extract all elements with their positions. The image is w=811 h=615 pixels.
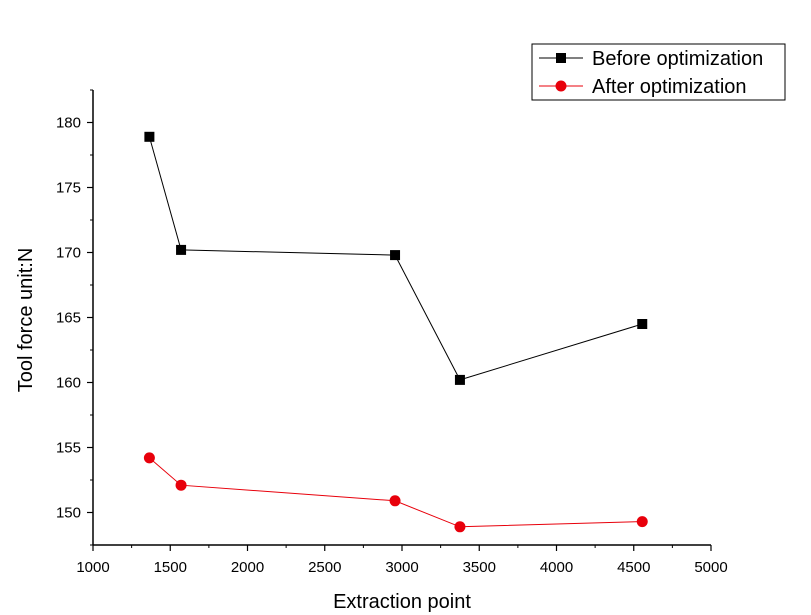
y-tick-label: 170 [56,245,81,262]
axes [92,90,711,546]
series-layer [143,131,648,533]
x-axis-title: Extraction point [333,591,471,613]
data-point [390,250,401,261]
y-tick-label: 155 [56,440,81,457]
y-tick-label: 175 [56,180,81,197]
y-tick-label: 180 [56,115,81,132]
data-point [637,319,648,329]
x-ticks: 1000 1500 2000 2500 3000 3500 4000 4500 5000 [76,545,728,576]
data-point [636,516,648,528]
legend-marker-before [556,53,566,63]
legend-label-before: Before optimization [592,48,763,70]
x-tick-label: 3500 [463,559,496,576]
legend: Before optimization After optimization [531,43,786,101]
y-axis-title: Tool force unit:N [15,248,37,393]
y-tick-label: 165 [56,310,81,327]
y-ticks: 150 155 160 165 170 175 180 [56,89,93,546]
data-point [175,479,187,491]
x-tick-label: 4000 [540,559,573,576]
x-tick-label: 4500 [617,559,650,576]
y-tick-label: 150 [56,505,81,522]
legend-box [531,43,786,101]
y-tick-label: 160 [56,375,81,392]
x-tick-label: 1500 [154,559,187,576]
series-after [143,452,648,533]
data-point [143,452,155,464]
data-point [389,495,401,507]
data-point [144,131,155,142]
series-before [144,131,648,385]
x-tick-label: 1000 [76,559,109,576]
x-tick-label: 2000 [231,559,264,576]
series-line [149,457,643,528]
data-point [176,244,187,255]
legend-label-after: After optimization [592,76,747,98]
x-tick-label: 3000 [385,559,418,576]
legend-marker-after [555,80,567,92]
x-tick-label: 5000 [694,559,727,576]
x-tick-label: 2500 [308,559,341,576]
data-point [454,374,465,385]
data-point [454,521,466,533]
